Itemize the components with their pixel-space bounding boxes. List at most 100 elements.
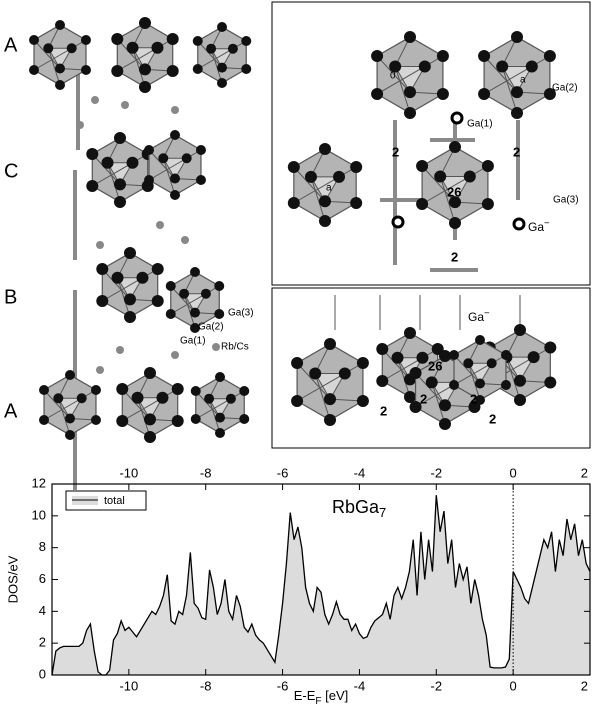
x-tick-label-top: -4 (354, 465, 366, 480)
atom (67, 43, 77, 53)
atom (511, 31, 523, 43)
atom (201, 289, 211, 299)
atom (410, 367, 422, 379)
structure-label: Ga(3) (553, 195, 579, 206)
atom (511, 107, 523, 119)
atom (350, 161, 362, 173)
atom (371, 88, 383, 100)
atom (114, 132, 126, 144)
atom (376, 343, 388, 355)
atom (193, 36, 203, 46)
atom (392, 352, 404, 364)
atom (319, 215, 331, 227)
structure-label: Rb/Cs (221, 342, 249, 353)
atom (214, 309, 224, 319)
atom (206, 44, 216, 54)
atom (544, 50, 556, 62)
atom (55, 64, 65, 74)
atom (309, 367, 321, 379)
atom (217, 22, 227, 32)
atom (371, 50, 383, 62)
atom (139, 63, 151, 75)
atom (449, 141, 461, 153)
atom (217, 63, 227, 73)
atom (291, 357, 303, 369)
dos-chart: -10-10-8-8-6-6-4-4-2-20022024681012RbGa7… (5, 465, 590, 706)
atom (404, 31, 416, 43)
atom (55, 20, 65, 30)
atom (190, 308, 200, 318)
cation (116, 346, 124, 354)
x-tick-label: -6 (277, 678, 289, 693)
y-tick-label: 12 (32, 475, 46, 490)
atom (437, 88, 449, 100)
atom (288, 197, 300, 209)
atom (116, 415, 128, 427)
atom (228, 44, 238, 54)
atom (324, 338, 336, 350)
x-tick-label-top: -2 (431, 465, 443, 480)
atom (239, 414, 249, 424)
atom (81, 65, 91, 75)
cation (171, 106, 179, 114)
structure-label: 2 (420, 391, 427, 406)
atom (241, 64, 251, 74)
atom (151, 42, 163, 54)
atom (215, 413, 225, 423)
structure-label: Ga(2) (552, 83, 578, 94)
x-tick-label-top: -10 (119, 465, 138, 480)
atom (333, 171, 345, 183)
label-text: Ga (528, 220, 544, 234)
atom (439, 418, 451, 430)
atom (77, 393, 87, 403)
y-tick-label: 4 (39, 603, 46, 618)
x-tick-label-top: -8 (200, 465, 212, 480)
atom (124, 293, 136, 305)
structure-label: 26 (428, 358, 442, 373)
atom (217, 78, 227, 88)
atom (404, 86, 416, 98)
atom (39, 385, 49, 395)
atom (475, 379, 485, 389)
atom (111, 65, 123, 77)
atom (86, 148, 98, 160)
atom (116, 383, 128, 395)
atom (288, 161, 300, 173)
title-sub: 7 (379, 505, 386, 520)
cation (181, 236, 189, 244)
atom (239, 386, 249, 396)
atom (501, 350, 511, 360)
atom (324, 393, 336, 405)
structure-drawings (29, 17, 556, 490)
x-tick-label: -10 (119, 678, 138, 693)
xlabel-text: E-E (294, 688, 316, 703)
structure-label: 2 (489, 411, 496, 426)
page: body { margin: 0; width: 594px; height: … (0, 0, 594, 706)
y-axis-label: DOS/eV (5, 555, 20, 603)
atom (65, 370, 75, 380)
atom (29, 35, 39, 45)
atom (156, 392, 168, 404)
atom (114, 196, 126, 208)
atom (478, 50, 490, 62)
structure-label: Ga− (468, 308, 490, 325)
label-sup: − (484, 308, 490, 319)
atom (167, 65, 179, 77)
structure-label: A (4, 400, 18, 422)
title-text: RbGa (332, 497, 380, 517)
atom (111, 33, 123, 45)
atom (434, 170, 446, 182)
atom (357, 357, 369, 369)
cation (121, 101, 129, 109)
structure-label: Ga− (528, 218, 550, 235)
structure-label: C (4, 160, 18, 182)
structure-label: Ga(1) (467, 119, 493, 130)
x-axis-label: E-EF [eV] (294, 688, 349, 706)
structure-label: 2 (470, 391, 477, 406)
atom (170, 174, 180, 184)
atom (91, 415, 101, 425)
atom (464, 170, 476, 182)
atom (215, 428, 225, 438)
atom (528, 351, 540, 363)
y-tick-label: 0 (39, 666, 46, 681)
